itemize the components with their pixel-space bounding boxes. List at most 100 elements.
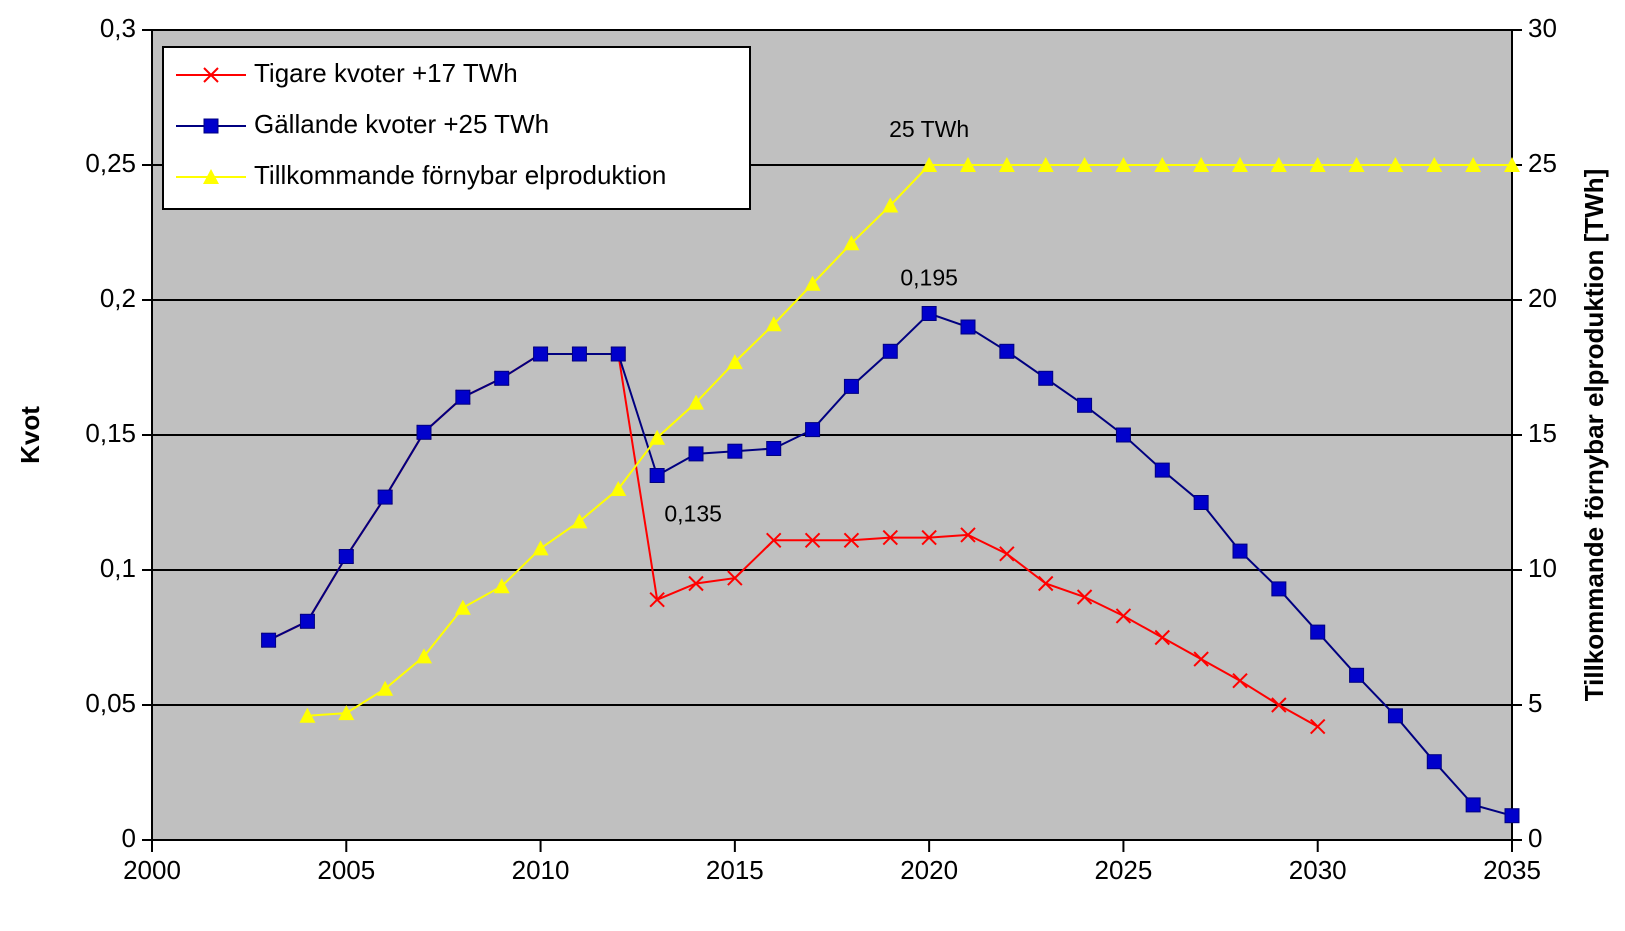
marker bbox=[921, 157, 938, 172]
marker bbox=[338, 705, 355, 721]
marker bbox=[766, 441, 782, 456]
marker bbox=[1076, 589, 1093, 605]
marker bbox=[1115, 157, 1132, 172]
marker bbox=[1232, 157, 1248, 172]
marker bbox=[1037, 157, 1054, 172]
marker bbox=[1387, 708, 1403, 724]
x-tick-label: 2010 bbox=[512, 855, 570, 885]
marker bbox=[1465, 797, 1481, 813]
y2-tick-label: 15 bbox=[1528, 418, 1557, 448]
y-tick-label: 0 bbox=[122, 823, 136, 853]
marker bbox=[726, 354, 743, 370]
marker bbox=[610, 481, 627, 496]
y-axis-label: Kvot bbox=[15, 406, 45, 464]
marker bbox=[377, 489, 393, 505]
legend-label: Gällande kvoter +25 TWh bbox=[254, 109, 549, 139]
y2-tick-label: 20 bbox=[1528, 283, 1557, 313]
marker bbox=[1038, 370, 1054, 386]
y2-tick-label: 25 bbox=[1528, 148, 1557, 178]
marker bbox=[1154, 157, 1171, 172]
marker bbox=[610, 346, 626, 362]
marker bbox=[804, 532, 821, 549]
marker bbox=[998, 157, 1015, 172]
legend-box bbox=[162, 46, 751, 210]
y-tick-label: 0,3 bbox=[100, 13, 136, 43]
marker bbox=[1232, 543, 1248, 559]
marker bbox=[649, 468, 665, 483]
marker bbox=[999, 546, 1015, 562]
marker bbox=[1193, 495, 1209, 510]
marker bbox=[649, 429, 666, 445]
y2-tick-label: 5 bbox=[1528, 688, 1542, 718]
marker bbox=[688, 446, 704, 462]
legend-label: Tigare kvoter +17 TWh bbox=[254, 58, 518, 88]
marker bbox=[805, 422, 821, 438]
marker bbox=[1271, 581, 1287, 597]
y-tick-label: 0,1 bbox=[100, 553, 136, 583]
marker bbox=[1310, 624, 1326, 640]
y-tick-label: 0,2 bbox=[100, 283, 136, 313]
marker bbox=[571, 346, 587, 362]
y2-tick-label: 30 bbox=[1528, 13, 1557, 43]
marker bbox=[416, 648, 432, 664]
marker bbox=[338, 549, 354, 564]
marker bbox=[804, 275, 821, 291]
y2-tick-label: 0 bbox=[1528, 823, 1542, 853]
marker bbox=[416, 424, 432, 440]
marker bbox=[1310, 718, 1326, 735]
y-tick-label: 0,05 bbox=[85, 688, 136, 718]
marker bbox=[203, 67, 219, 83]
marker bbox=[882, 343, 898, 359]
legend: Tigare kvoter +17 TWh Gällande kvoter +25… bbox=[162, 46, 751, 210]
marker bbox=[1504, 808, 1520, 824]
annotation: 25 TWh bbox=[889, 116, 969, 142]
marker bbox=[727, 443, 743, 459]
marker bbox=[1232, 672, 1248, 689]
marker bbox=[688, 575, 704, 592]
marker bbox=[765, 316, 782, 332]
marker bbox=[882, 529, 898, 546]
y-tick-label: 0,15 bbox=[85, 418, 136, 448]
marker bbox=[1387, 157, 1404, 172]
marker bbox=[1465, 157, 1482, 172]
series-line bbox=[307, 164, 1512, 717]
marker bbox=[1193, 157, 1210, 172]
marker bbox=[921, 306, 937, 321]
marker bbox=[960, 319, 976, 335]
marker bbox=[960, 157, 976, 172]
marker bbox=[1193, 651, 1209, 667]
x-tick-label: 2025 bbox=[1095, 855, 1153, 885]
marker bbox=[533, 346, 549, 362]
x-tick-label: 2035 bbox=[1483, 855, 1541, 885]
marker bbox=[532, 540, 549, 556]
legend-label: Tillkommande förnybar elproduktion bbox=[254, 160, 666, 190]
marker bbox=[1271, 697, 1287, 713]
annotation: 0,195 bbox=[900, 265, 958, 291]
marker bbox=[1426, 157, 1443, 172]
marker bbox=[261, 632, 277, 648]
marker bbox=[882, 197, 899, 213]
x-tick-label: 2005 bbox=[317, 855, 375, 885]
marker bbox=[1504, 157, 1520, 172]
marker bbox=[1348, 157, 1365, 172]
marker bbox=[1077, 397, 1093, 413]
marker bbox=[1349, 667, 1365, 683]
marker bbox=[1154, 629, 1170, 646]
marker bbox=[203, 118, 219, 134]
marker bbox=[1154, 462, 1170, 478]
marker bbox=[960, 527, 976, 543]
marker bbox=[454, 599, 471, 615]
marker bbox=[571, 513, 588, 529]
marker bbox=[843, 235, 860, 251]
marker bbox=[1426, 754, 1442, 770]
marker bbox=[377, 680, 394, 696]
x-tick-label: 2030 bbox=[1289, 855, 1347, 885]
marker bbox=[921, 529, 937, 546]
marker bbox=[843, 378, 859, 394]
y2-tick-label: 10 bbox=[1528, 553, 1557, 583]
marker bbox=[1115, 427, 1131, 443]
marker bbox=[766, 532, 782, 549]
marker bbox=[494, 370, 510, 386]
annotation: 0,135 bbox=[664, 501, 722, 527]
